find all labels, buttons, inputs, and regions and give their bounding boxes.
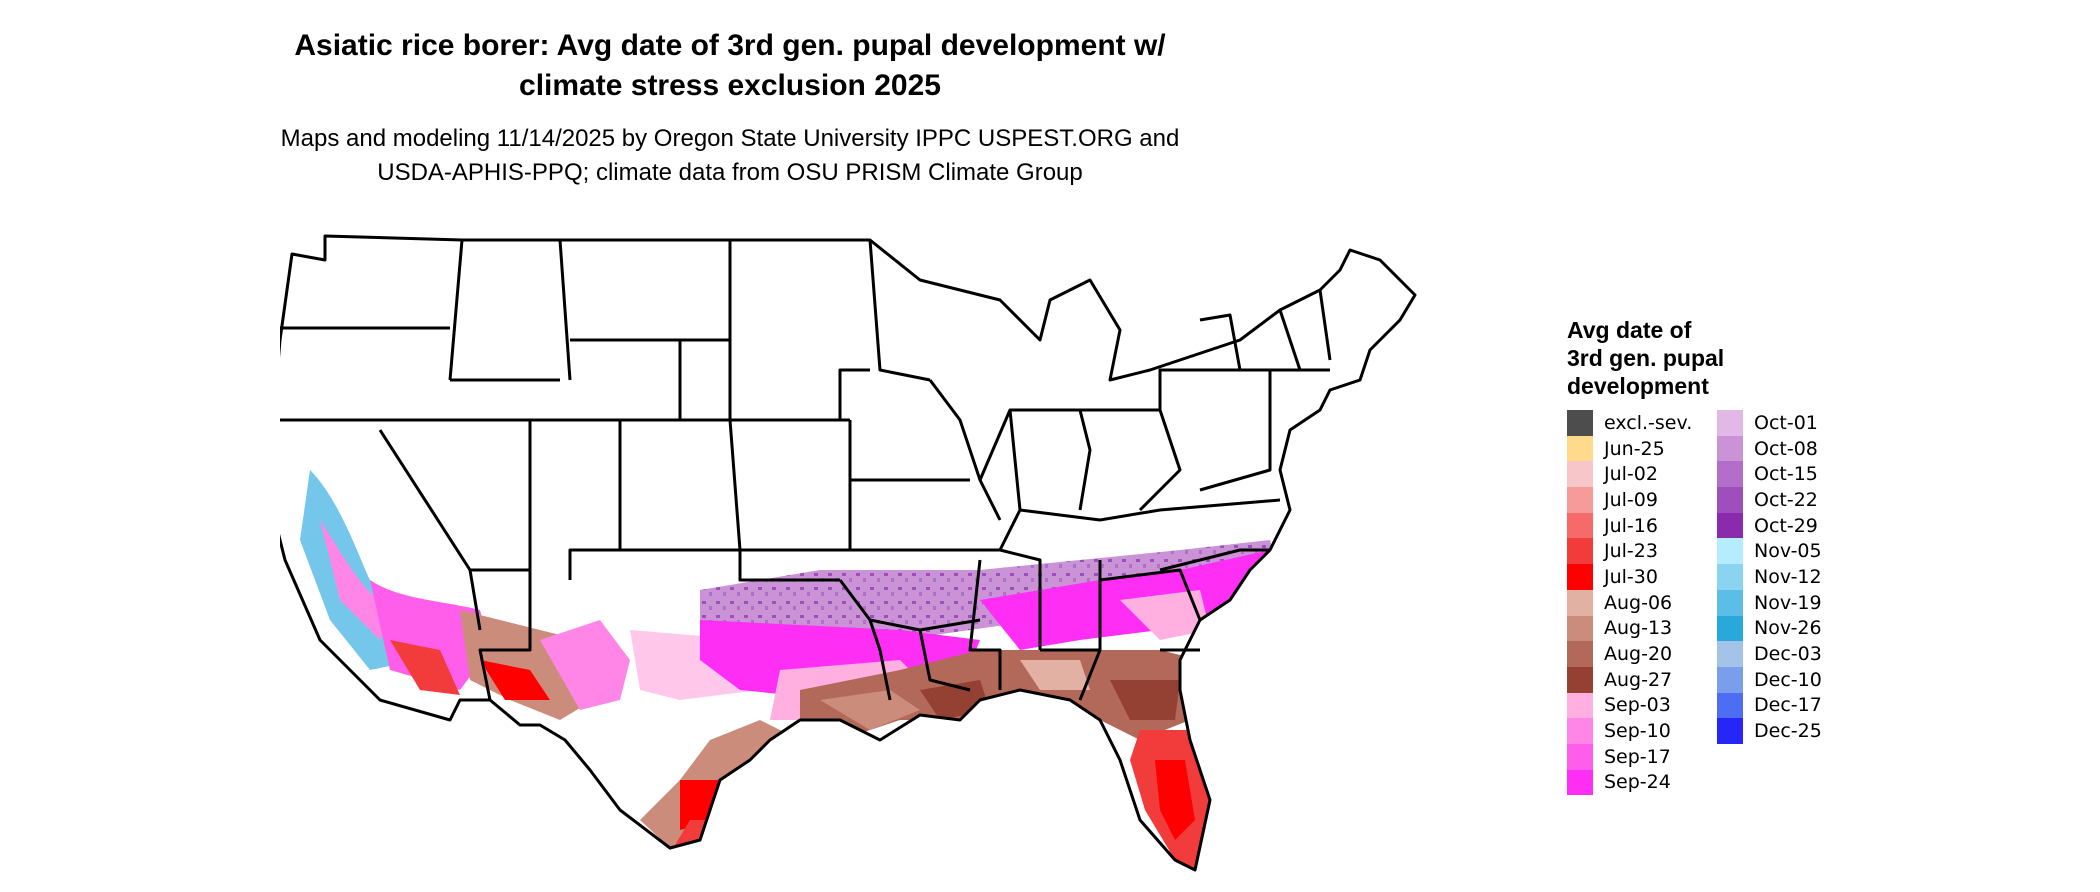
legend-item: Oct-22: [1717, 487, 1822, 513]
legend-item: Aug-13: [1567, 615, 1692, 642]
legend-item: Aug-20: [1567, 641, 1692, 667]
legend-title-line-2: 3rd gen. pupal: [1567, 345, 1725, 371]
legend-swatch: [1567, 512, 1593, 539]
legend-label: Oct-22: [1754, 488, 1818, 511]
legend-item: Oct-15: [1717, 461, 1822, 488]
legend-label: Sep-10: [1604, 720, 1671, 743]
legend-swatch: [1717, 435, 1743, 462]
legend-label: Jul-09: [1604, 488, 1658, 511]
legend-item: Jul-30: [1567, 564, 1692, 590]
legend-title-line-1: Avg date of: [1567, 317, 1692, 343]
legend-item: Jul-09: [1567, 487, 1692, 513]
legend-label: Aug-20: [1604, 643, 1673, 666]
legend-item: Dec-10: [1717, 666, 1822, 693]
legend-label: Aug-13: [1604, 617, 1673, 640]
legend-swatch: [1717, 718, 1743, 744]
legend-swatch: [1567, 769, 1593, 796]
legend-swatch: [1567, 487, 1593, 513]
state-borders: [280, 234, 1417, 872]
legend-swatch: [1717, 666, 1743, 693]
legend-swatch: [1717, 512, 1743, 539]
legend-item: Jul-23: [1567, 538, 1692, 565]
legend-label: Sep-17: [1604, 745, 1671, 768]
legend-swatch: [1567, 589, 1593, 616]
legend-swatch: [1567, 743, 1593, 770]
legend-label: Nov-19: [1754, 591, 1822, 614]
legend-item: Oct-08: [1717, 435, 1822, 462]
legend-swatch: [1567, 435, 1593, 462]
map-subtitle-line-1: Maps and modeling 11/14/2025 by Oregon S…: [280, 125, 1180, 152]
legend-column-1: excl.-sev. Jun-25 Jul-02 Jul-09 Jul-16 Jul-23…: [1567, 410, 1692, 796]
legend-item: Oct-01: [1717, 410, 1822, 436]
legend-item: Jul-02: [1567, 461, 1692, 488]
legend-label: Jul-30: [1604, 565, 1658, 588]
legend-item: Nov-12: [1717, 564, 1822, 590]
legend-label: Oct-15: [1754, 463, 1818, 486]
map-title-line-2: climate stress exclusion 2025: [519, 69, 941, 102]
us-map: [280, 234, 1417, 872]
legend-item: Dec-03: [1717, 641, 1822, 667]
legend-label: Nov-12: [1754, 565, 1822, 588]
legend-column-2: Oct-01 Oct-08 Oct-15 Oct-22 Oct-29 Nov-05 Nov-…: [1717, 410, 1822, 744]
legend-label: Nov-26: [1754, 617, 1822, 640]
legend-swatch: [1717, 692, 1743, 719]
legend-item: Aug-27: [1567, 666, 1692, 693]
legend-label: Oct-29: [1754, 514, 1818, 537]
legend-item: Sep-24: [1567, 769, 1692, 796]
map-title-line-1: Asiatic rice borer: Avg date of 3rd gen.…: [294, 29, 1166, 62]
legend-item: Nov-26: [1717, 615, 1822, 642]
legend-item: Dec-17: [1717, 692, 1822, 719]
legend-swatch: [1717, 461, 1743, 488]
legend-swatch: [1567, 461, 1593, 488]
legend-label: Aug-06: [1604, 591, 1673, 614]
legend-swatch: [1567, 718, 1593, 744]
legend-swatch: [1567, 538, 1593, 565]
legend-item: Sep-17: [1567, 743, 1692, 770]
legend-swatch: [1717, 589, 1743, 616]
legend-item: Oct-29: [1717, 512, 1822, 539]
legend-item: Dec-25: [1717, 718, 1822, 744]
legend-label: Nov-05: [1754, 540, 1822, 563]
legend-label: Sep-03: [1604, 694, 1671, 717]
legend-label: Oct-01: [1754, 411, 1818, 434]
legend-label: Jul-23: [1604, 540, 1658, 563]
legend-swatch: [1717, 538, 1743, 565]
legend-item: Nov-19: [1717, 589, 1822, 616]
legend-item: Aug-06: [1567, 589, 1692, 616]
map-subtitle: Maps and modeling 11/14/2025 by Oregon S…: [0, 122, 1460, 190]
legend-swatch: [1567, 692, 1593, 719]
legend-label: Dec-25: [1754, 720, 1822, 743]
legend-label: Oct-08: [1754, 437, 1818, 460]
legend-swatch: [1567, 641, 1593, 667]
legend-label: Jul-16: [1604, 514, 1658, 537]
legend-item: Jun-25: [1567, 435, 1692, 462]
legend-swatch: [1567, 615, 1593, 642]
legend-item: Sep-10: [1567, 718, 1692, 744]
legend-swatch: [1717, 564, 1743, 590]
legend-label: Sep-24: [1604, 771, 1671, 794]
legend-label: Dec-10: [1754, 668, 1822, 691]
map-subtitle-line-2: USDA-APHIS-PPQ; climate data from OSU PR…: [377, 159, 1083, 186]
legend-swatch: [1717, 487, 1743, 513]
legend-title-line-3: development: [1567, 373, 1709, 399]
legend-swatch: [1567, 666, 1593, 693]
legend-label: Jun-25: [1604, 437, 1665, 460]
legend-label: Dec-03: [1754, 643, 1822, 666]
legend-label: Aug-27: [1604, 668, 1673, 691]
legend-swatch: [1717, 615, 1743, 642]
legend-label: excl.-sev.: [1604, 411, 1693, 434]
legend-label: Dec-17: [1754, 694, 1822, 717]
legend-item: excl.-sev.: [1567, 410, 1692, 436]
legend-label: Jul-02: [1604, 463, 1658, 486]
map-title: Asiatic rice borer: Avg date of 3rd gen.…: [0, 26, 1460, 106]
legend-item: Jul-16: [1567, 512, 1692, 539]
legend-title: Avg date of 3rd gen. pupal development: [1567, 316, 1797, 400]
legend-item: Nov-05: [1717, 538, 1822, 565]
legend-swatch: [1717, 410, 1743, 436]
legend-swatch: [1717, 641, 1743, 667]
legend-swatch: [1567, 564, 1593, 590]
legend-swatch: [1567, 410, 1593, 436]
legend-item: Sep-03: [1567, 692, 1692, 719]
